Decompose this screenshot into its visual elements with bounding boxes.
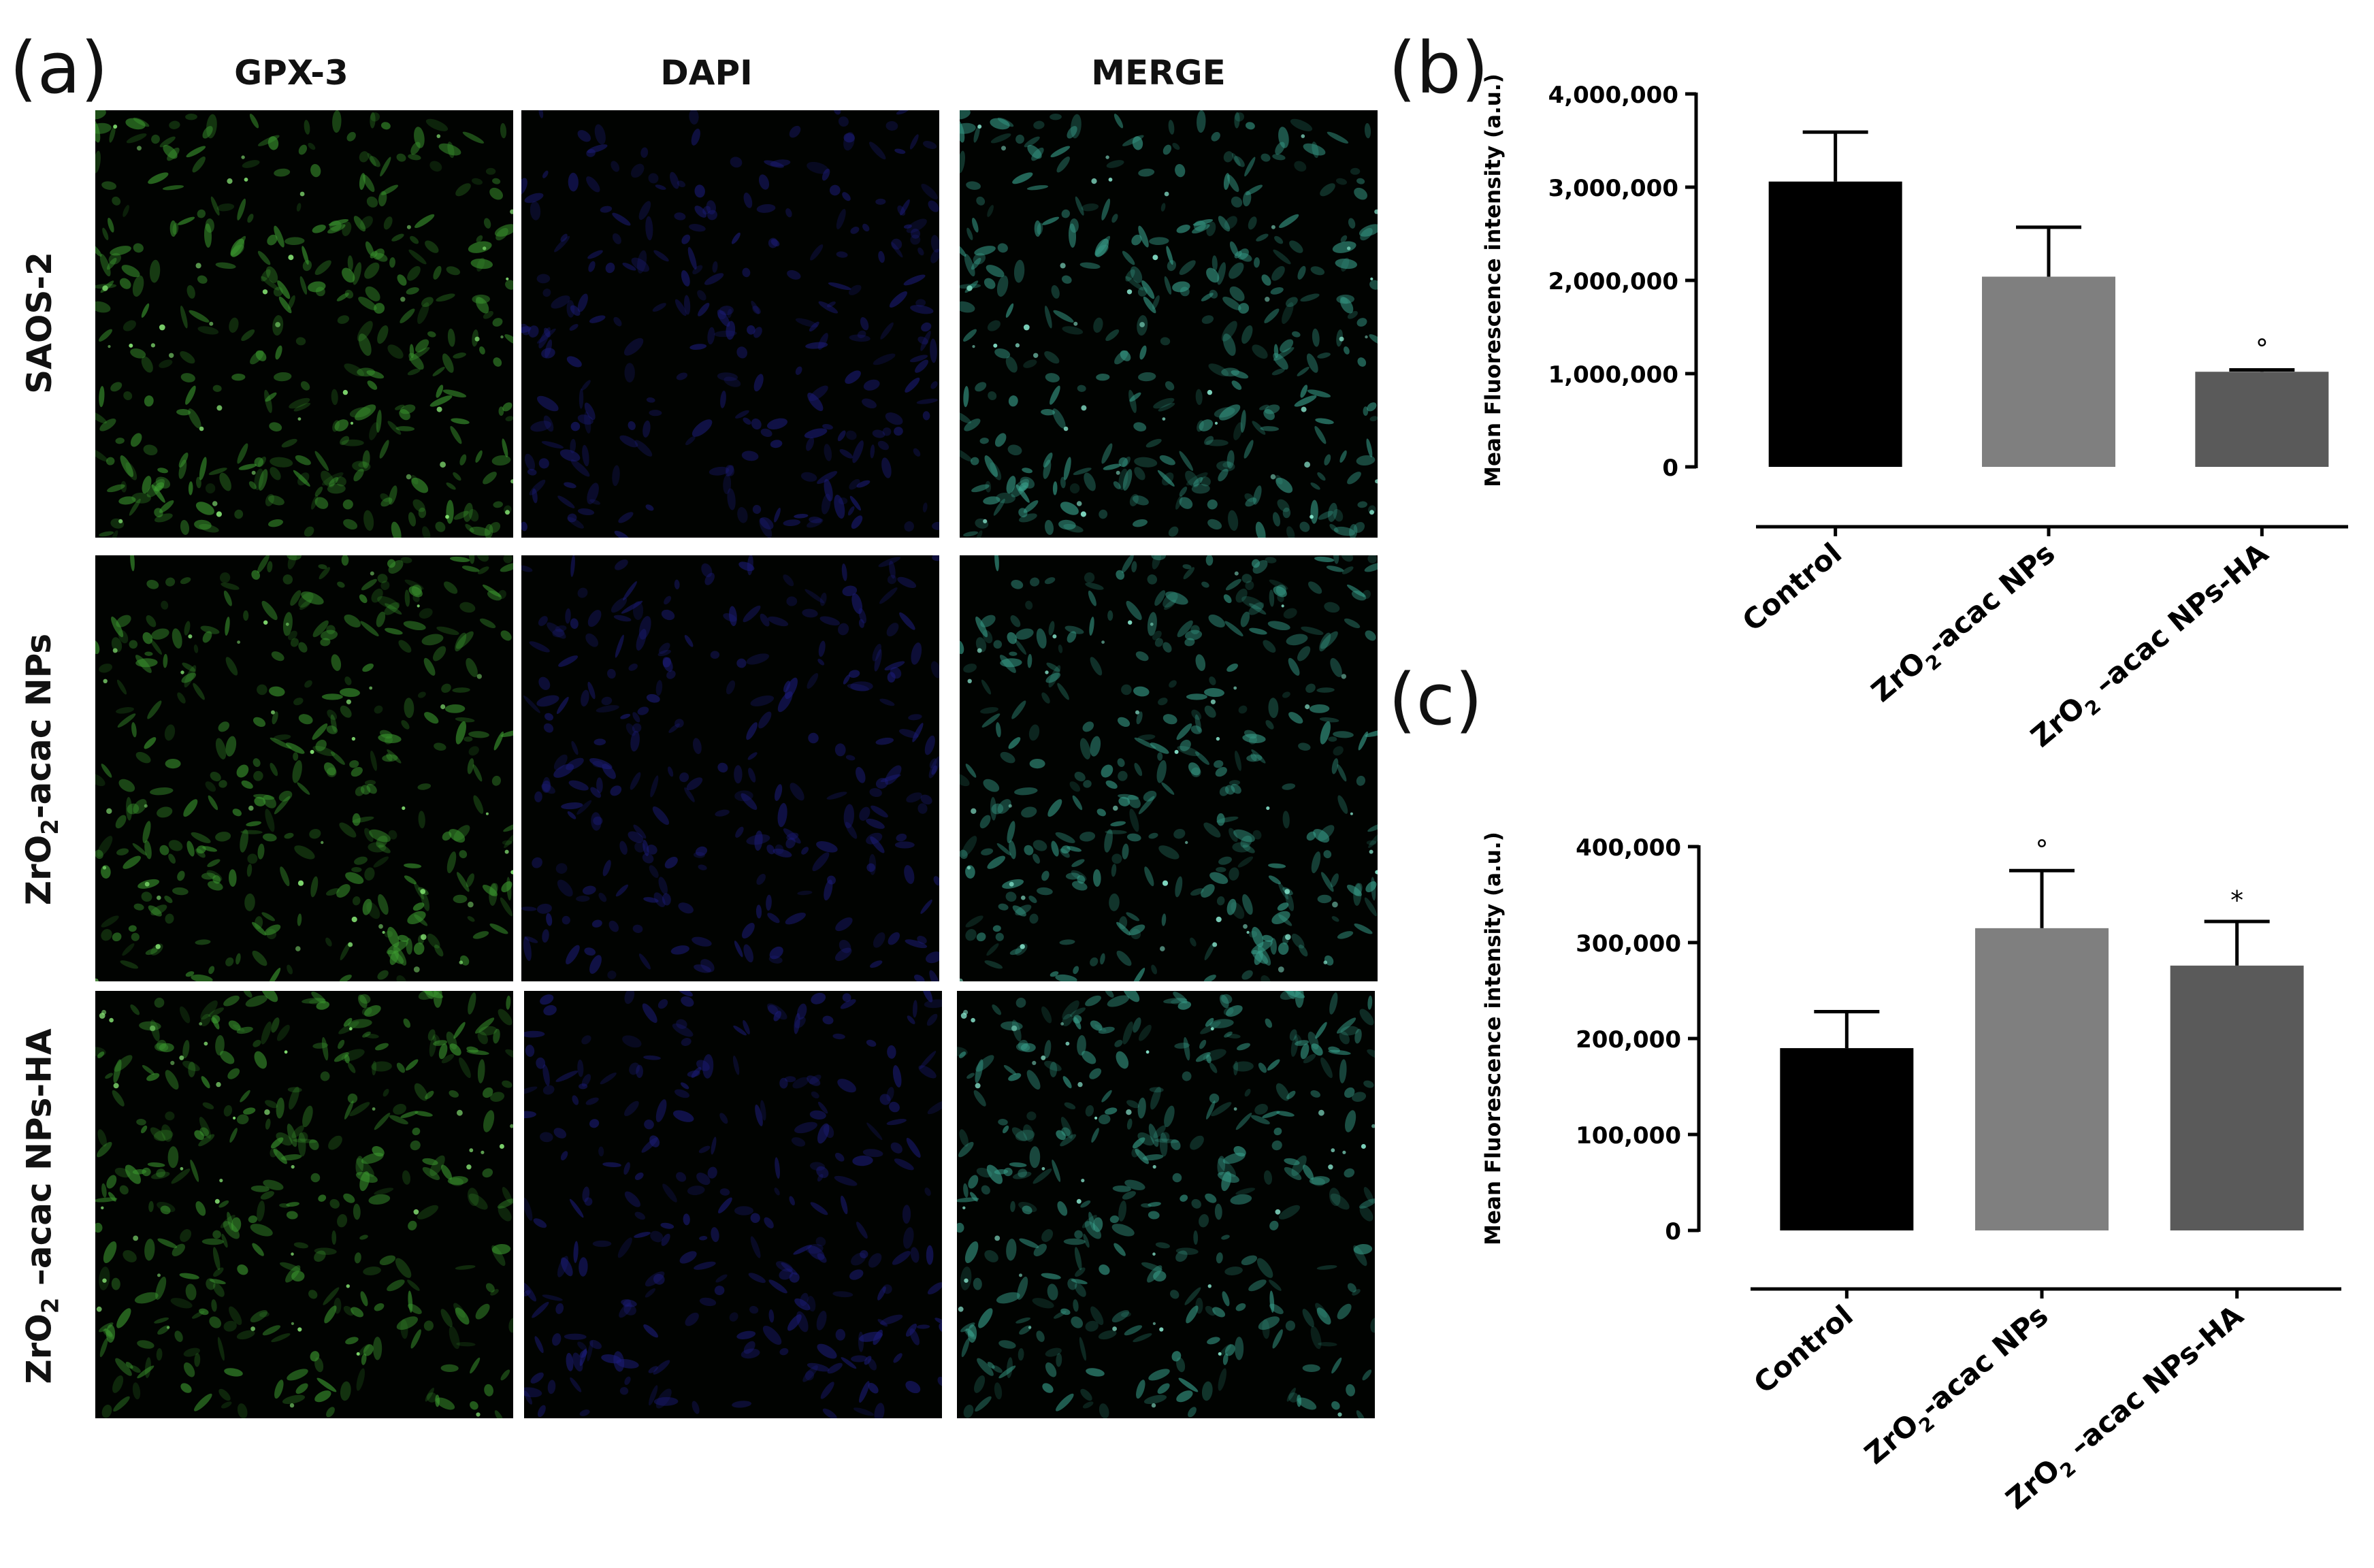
x-tick-label-0: Control (1736, 536, 1849, 638)
column-header-gpx3: GPX-3 (234, 53, 348, 93)
y-tick-label: 1,000,000 (1548, 361, 1678, 389)
significance-marker-2: * (2230, 885, 2243, 915)
row-header-saos2: SAOS-2 (19, 251, 59, 394)
y-tick-label: 300,000 (1576, 930, 1681, 958)
panel-b-letter: (b) (1388, 27, 1489, 110)
panel-a-letter: (a) (10, 27, 108, 110)
row-header-zro2-acac-nps-ha: ZrO2 –acac NPs-HA (19, 1028, 65, 1384)
x-tick-label-1: ZrO2-acac NPs (1858, 1298, 2058, 1475)
bar-2 (2195, 372, 2329, 467)
y-tick-label: 0 (1662, 455, 1678, 482)
micrograph-np-dapi (521, 555, 939, 981)
bar-1 (1982, 276, 2115, 467)
row-header-saos2-wrap: SAOS-2 (8, 110, 76, 535)
chart-b: 0 1,000,000 2,000,000 3,000,000 4,000,000 Mea… (1481, 74, 2348, 753)
y-axis-label: Mean Fluorescence intensity (a.u.) (1481, 74, 1506, 487)
y-tick-label: 0 (1665, 1218, 1681, 1245)
x-tick-label-0: Control (1747, 1298, 1859, 1400)
bar-0 (1768, 181, 1902, 467)
column-header-dapi: DAPI (660, 53, 753, 93)
y-tick-label: 2,000,000 (1548, 268, 1678, 295)
micrograph-np-merge (960, 555, 1378, 981)
y-tick-label: 100,000 (1576, 1122, 1681, 1149)
y-tick-label: 4,000,000 (1548, 82, 1678, 109)
y-tick-label: 3,000,000 (1548, 175, 1678, 202)
significance-marker-2: ° (2256, 334, 2269, 364)
y-axis-label: Mean Fluorescence intensity (a.u.) (1481, 832, 1506, 1245)
row-header-zro2-np-wrap: ZrO2-acac NPs (8, 557, 76, 981)
micrograph-saos2-merge (960, 110, 1378, 538)
micrograph-saos2-gpx3 (95, 110, 513, 538)
row-header-zro2-acac-nps: ZrO2-acac NPs (19, 633, 65, 905)
column-header-merge: MERGE (1091, 53, 1226, 93)
bar-2 (2170, 965, 2304, 1230)
micrograph-saos2-dapi (521, 110, 939, 538)
micrograph-npha-dapi (524, 991, 942, 1418)
y-tick-label: 200,000 (1576, 1026, 1681, 1054)
significance-marker-1: ° (2036, 834, 2049, 864)
micrograph-npha-merge (957, 991, 1375, 1418)
panel-c-letter: (c) (1388, 658, 1483, 741)
chart-c: 0 100,000 200,000 300,000 400,000 Mean Fluore… (1481, 832, 2341, 1516)
y-tick-label: 400,000 (1576, 834, 1681, 862)
row-header-zro2-npha-wrap: ZrO2 –acac NPs-HA (8, 994, 76, 1418)
bar-1 (1975, 928, 2109, 1230)
bar-0 (1780, 1048, 1914, 1230)
micrograph-npha-gpx3 (95, 991, 513, 1418)
micrograph-np-gpx3 (95, 555, 513, 981)
